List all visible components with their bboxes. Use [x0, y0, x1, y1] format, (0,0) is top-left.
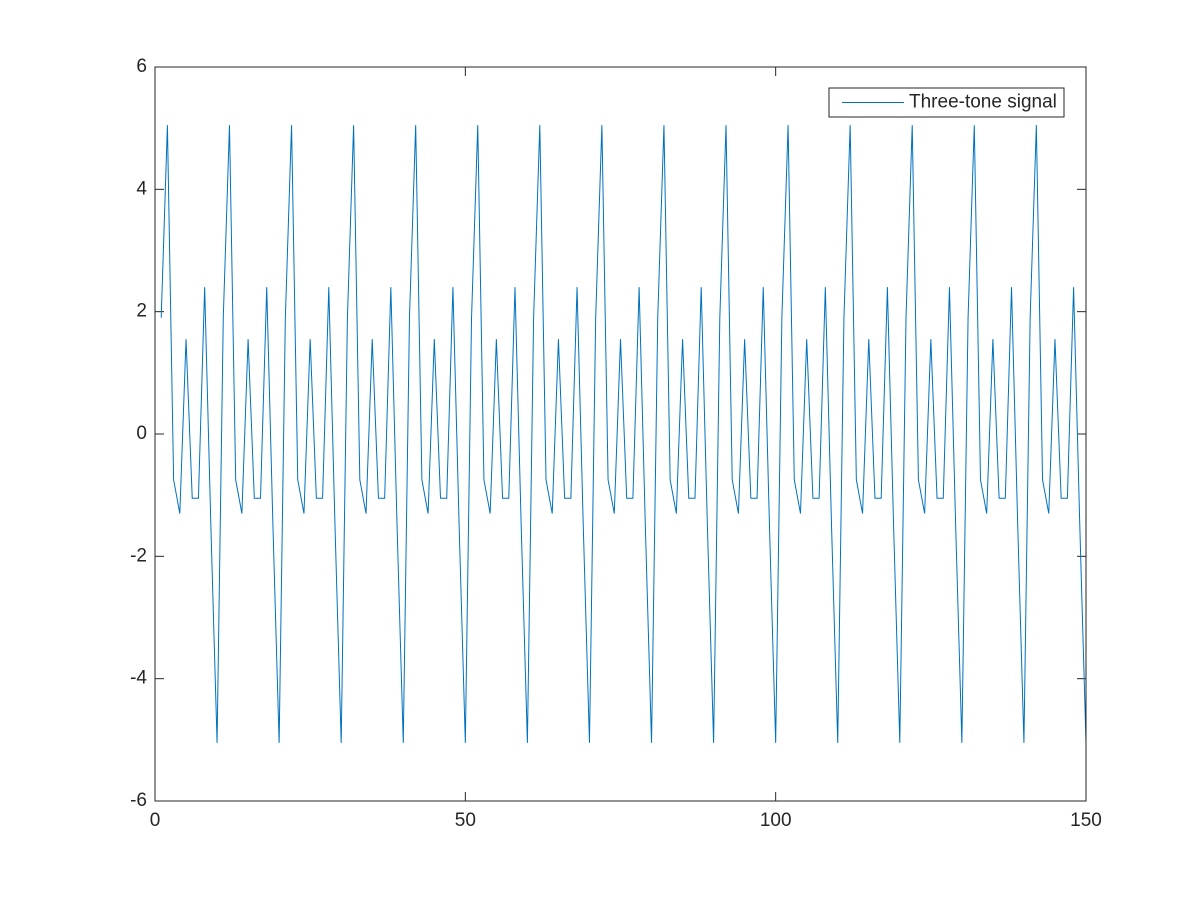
- y-tick-label: -6: [130, 790, 147, 811]
- legend-label: Three-tone signal: [909, 92, 1057, 113]
- axes-box: [154, 66, 1087, 802]
- y-tick-label: -2: [130, 545, 147, 566]
- x-tick-label: 0: [150, 810, 161, 831]
- y-tick-label: 2: [136, 301, 147, 322]
- y-tick-label: 0: [136, 423, 147, 444]
- x-tick-label: 50: [455, 810, 476, 831]
- plot-area: [155, 67, 1086, 801]
- x-tick-label: 100: [760, 810, 792, 831]
- y-tick-label: -4: [130, 668, 147, 689]
- signal-line: [160, 125, 1087, 743]
- y-tick-label: 6: [136, 56, 147, 77]
- y-tick-label: 4: [136, 178, 147, 199]
- x-tick-label: 150: [1070, 810, 1102, 831]
